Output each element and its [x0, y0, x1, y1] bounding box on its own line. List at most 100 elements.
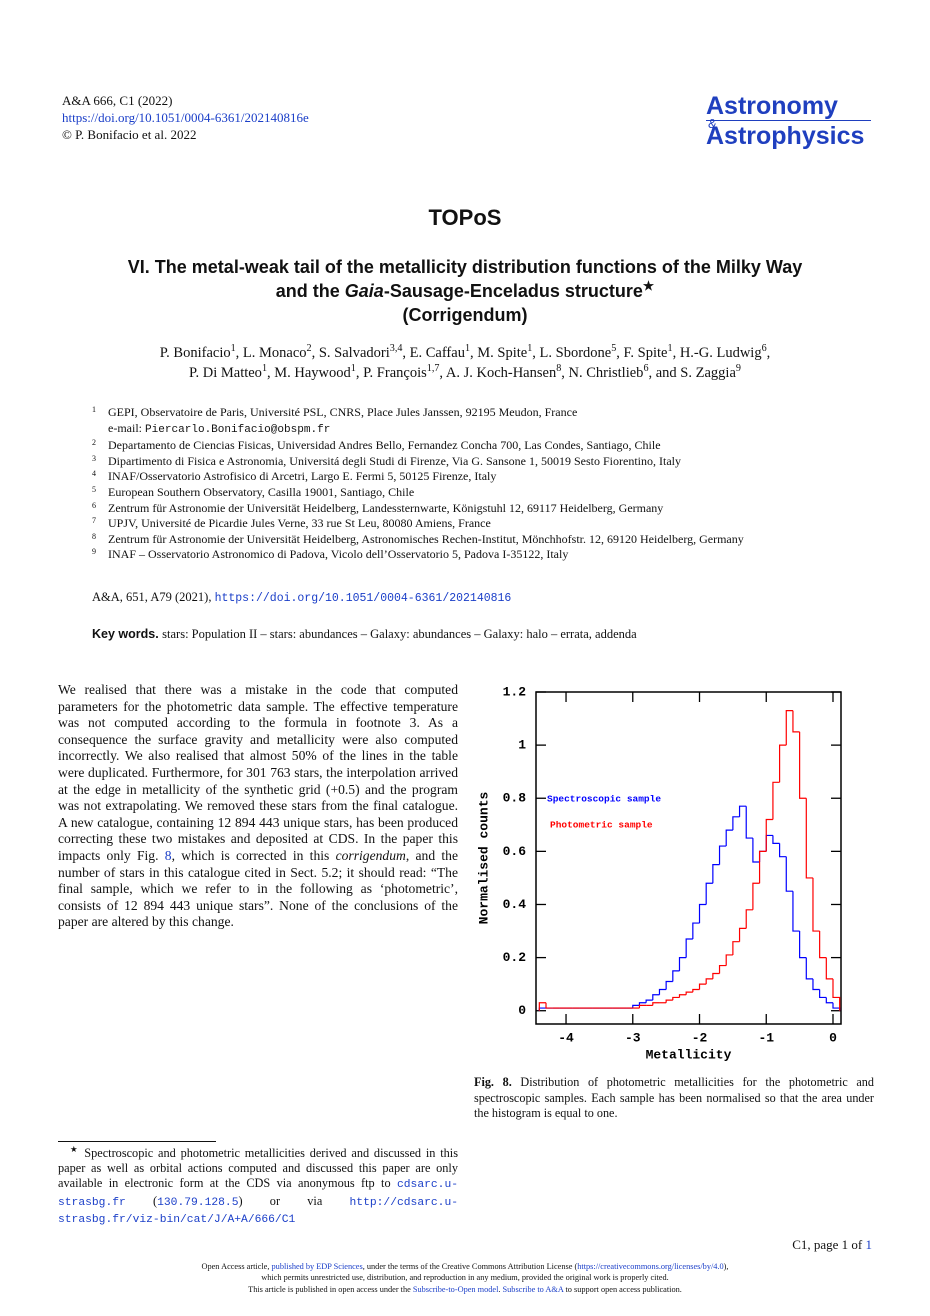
text-run: , M. Spite	[470, 345, 528, 361]
text-run: 3,4	[389, 343, 403, 355]
text-run: 8	[556, 363, 562, 375]
text-line: VI. The metal-weak tail of the metallici…	[0, 255, 930, 279]
link[interactable]: published by EDP Sciences	[271, 1262, 363, 1271]
text-run: 1	[230, 343, 236, 355]
link[interactable]: Subscribe-to-Open model	[412, 1284, 499, 1294]
link[interactable]: cdsarc.u-strasbg.fr	[58, 1179, 458, 1209]
text-run: (	[125, 1193, 158, 1208]
footer: Open Access article, published by EDP Sc…	[0, 1261, 930, 1295]
text-run: 1	[350, 363, 356, 375]
histogram-step	[812, 877, 820, 932]
y-tick-label: 1	[518, 738, 526, 753]
histogram-step	[785, 709, 793, 746]
histogram-step	[685, 991, 693, 995]
text-run: 5	[611, 343, 617, 355]
body-text: We realised that there was a mistake in …	[58, 682, 458, 931]
link[interactable]: 130.79.128.5	[157, 1196, 239, 1209]
histogram-step	[765, 834, 773, 852]
text-run: 6	[643, 363, 649, 375]
text-run: Distribution of photometric metallicitie…	[474, 1075, 874, 1120]
affiliation: 9 INAF – Osservatorio Astronomico di Pado…	[92, 547, 812, 563]
text-run: INAF/Osservatorio Astrofisico di Arcetri…	[108, 469, 497, 484]
text-run: , under the terms of the Creative Common…	[362, 1262, 578, 1271]
link[interactable]: https://doi.org/10.1051/0004-6361/202140…	[62, 110, 309, 125]
text-run: to support open access publication.	[563, 1284, 682, 1294]
x-tick-label: 0	[829, 1030, 837, 1045]
histogram-step	[632, 1004, 640, 1009]
text-run: , L. Sbordone	[532, 345, 612, 361]
link[interactable]: https://creativecommons.org/licenses/by/…	[577, 1262, 724, 1271]
histogram-step	[638, 1002, 647, 1006]
affiliation-number: 2	[92, 438, 96, 448]
text-run: Gaia	[344, 281, 384, 301]
link[interactable]: 8	[164, 847, 172, 863]
text-run: VI. The metal-weak tail of the metallici…	[127, 257, 803, 277]
text-run: Open Access article,	[201, 1262, 272, 1271]
text-run: 6	[761, 343, 767, 355]
text-run: P. Bonifacio	[159, 345, 231, 361]
x-axis-label: Metallicity	[646, 1047, 732, 1062]
journal-logo[interactable]: Astronomy & Astrophysics	[706, 92, 876, 151]
reference: A&A, 651, A79 (2021), https://doi.org/10…	[92, 590, 511, 605]
histogram-step	[792, 710, 800, 733]
histogram-step	[805, 957, 813, 980]
text-run: INAF – Osservatorio Astronomico di Padov…	[108, 547, 569, 562]
logo-top: Astronomy	[706, 92, 871, 121]
text-run: ★	[642, 279, 655, 293]
affiliation: 5 European Southern Observatory, Casilla …	[92, 485, 812, 501]
x-tick-label: -2	[692, 1030, 708, 1045]
histogram-step	[545, 1002, 553, 1009]
histogram-step	[698, 903, 707, 924]
link[interactable]: https://doi.org/10.1051/0004-6361/202140…	[214, 592, 512, 605]
y-tick-label: 1.2	[503, 684, 527, 699]
legend-label: Photometric sample	[550, 820, 653, 831]
text-run: This article is published in open access…	[248, 1284, 413, 1294]
histogram-step	[772, 781, 780, 820]
affiliation-number: 3	[92, 453, 96, 463]
affiliation-number: 7	[92, 516, 96, 526]
text-run: , and the number of stars in this catalo…	[58, 847, 458, 930]
text-run: UPJV, Université de Picardie Jules Verne…	[108, 516, 491, 531]
text-line: P. Bonifacio1, L. Monaco2, S. Salvadori3…	[0, 343, 930, 363]
text-run: , L. Monaco	[235, 345, 307, 361]
link[interactable]: Subscribe to A&A	[502, 1284, 564, 1294]
text-line: (Corrigendum)	[0, 303, 930, 327]
y-tick-label: 0.2	[503, 950, 527, 965]
histogram-step	[785, 856, 793, 892]
histogram-step	[752, 882, 760, 910]
histogram-step	[665, 980, 673, 990]
text-line: which permits unrestricted use, distribu…	[0, 1272, 930, 1283]
text-run: (Corrigendum)	[402, 305, 528, 325]
text-run: ),	[723, 1262, 729, 1271]
affiliation-number: 6	[92, 500, 96, 510]
histogram-step	[692, 922, 700, 940]
histogram-step	[678, 994, 687, 998]
affiliation: 8 Zentrum für Astronomie der Universität …	[92, 532, 812, 548]
histogram-step	[652, 1002, 660, 1006]
affiliation: 2 Departamento de Ciencias Fisicas, Unive…	[92, 438, 812, 454]
text-run: 1,7	[426, 363, 440, 375]
text-line: and the Gaia-Sausage-Enceladus structure…	[0, 279, 930, 303]
histogram-step	[779, 843, 787, 858]
text-run: Dipartimento di Fisica e Astronomia, Uni…	[108, 453, 681, 468]
affiliation: 7 UPJV, Université de Picardie Jules Vern…	[92, 516, 812, 532]
histogram-step	[732, 941, 740, 955]
y-axis-label: Normalised counts	[476, 791, 491, 924]
histogram-step	[732, 816, 740, 831]
text-run: ) or via	[238, 1193, 350, 1208]
authors: P. Bonifacio1, L. Monaco2, S. Salvadori3…	[0, 343, 930, 383]
histogram-step	[652, 994, 660, 1001]
link[interactable]: http://cdsarc.u-strasbg.fr/viz-bin/cat/J…	[58, 1196, 458, 1226]
link[interactable]: 1	[865, 1237, 873, 1252]
histogram-step	[725, 829, 733, 847]
text-run: , F. Spite	[616, 345, 668, 361]
footnote-rule	[58, 1141, 216, 1142]
histogram-step	[738, 805, 747, 817]
text-line: P. Di Matteo1, M. Haywood1, P. François1…	[0, 363, 930, 383]
affiliation: 1 GEPI, Observatoire de Paris, Université…	[92, 405, 812, 438]
text-run: , which is corrected in this	[171, 847, 336, 863]
text-run: 9	[735, 363, 741, 375]
text-run: corrigendum	[335, 847, 406, 863]
affiliation: 6 Zentrum für Astronomie der Universität …	[92, 501, 812, 517]
